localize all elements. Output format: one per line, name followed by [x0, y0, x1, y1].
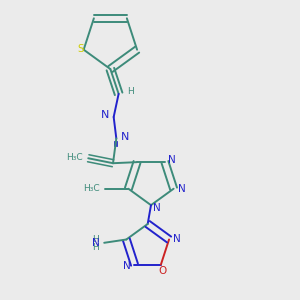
Text: N: N	[101, 110, 110, 120]
Text: N: N	[123, 261, 131, 271]
Text: H: H	[92, 235, 99, 244]
Text: N: N	[168, 155, 176, 166]
Text: O: O	[158, 266, 167, 275]
Text: H: H	[92, 243, 99, 252]
Text: N: N	[178, 184, 186, 194]
Text: S: S	[78, 44, 84, 54]
Text: N: N	[120, 132, 129, 142]
Text: H: H	[127, 87, 134, 96]
Text: N: N	[173, 234, 181, 244]
Text: H₃C: H₃C	[66, 153, 82, 162]
Text: H₃C: H₃C	[83, 184, 99, 193]
Text: N: N	[153, 203, 161, 213]
Text: N: N	[92, 238, 100, 248]
